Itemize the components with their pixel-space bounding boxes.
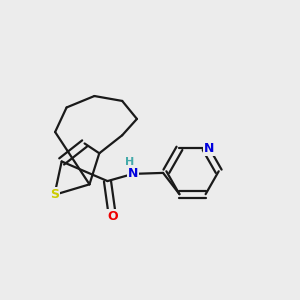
Text: N: N (128, 167, 138, 180)
Text: N: N (204, 142, 214, 155)
Text: O: O (107, 210, 118, 223)
Text: S: S (50, 188, 59, 201)
Text: H: H (125, 158, 134, 167)
